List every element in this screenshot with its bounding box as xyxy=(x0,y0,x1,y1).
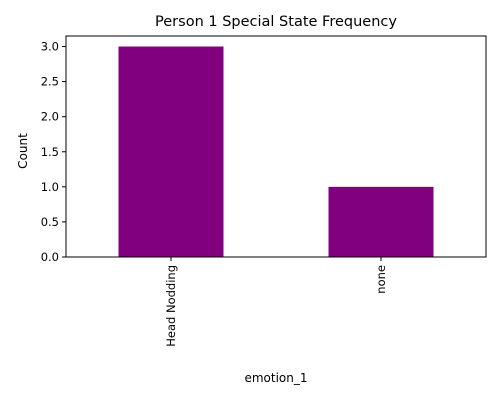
y-tick-label-5: 2.5 xyxy=(41,75,59,89)
y-tick-label-0: 0.0 xyxy=(41,250,59,264)
plot-frame xyxy=(65,35,487,258)
x-tick-label-1: none xyxy=(374,265,388,294)
chart-title: Person 1 Special State Frequency xyxy=(155,14,397,30)
y-tick-label-3: 1.5 xyxy=(41,145,59,159)
bar-1 xyxy=(328,186,434,257)
y-tick-label-1: 0.5 xyxy=(41,215,59,229)
bar-0 xyxy=(118,46,224,258)
y-axis-label: Count xyxy=(16,133,30,169)
x-axis-label: emotion_1 xyxy=(244,371,307,385)
x-axis: Head Nodding none xyxy=(164,257,388,347)
y-axis: 0.0 0.5 1.0 1.5 2.0 2.5 3.0 xyxy=(41,40,66,264)
y-tick-label-2: 1.0 xyxy=(41,180,59,194)
y-tick-label-6: 3.0 xyxy=(41,40,59,54)
y-tick-label-4: 2.0 xyxy=(41,110,59,124)
bars-group xyxy=(118,46,434,258)
x-tick-label-0: Head Nodding xyxy=(164,265,178,347)
